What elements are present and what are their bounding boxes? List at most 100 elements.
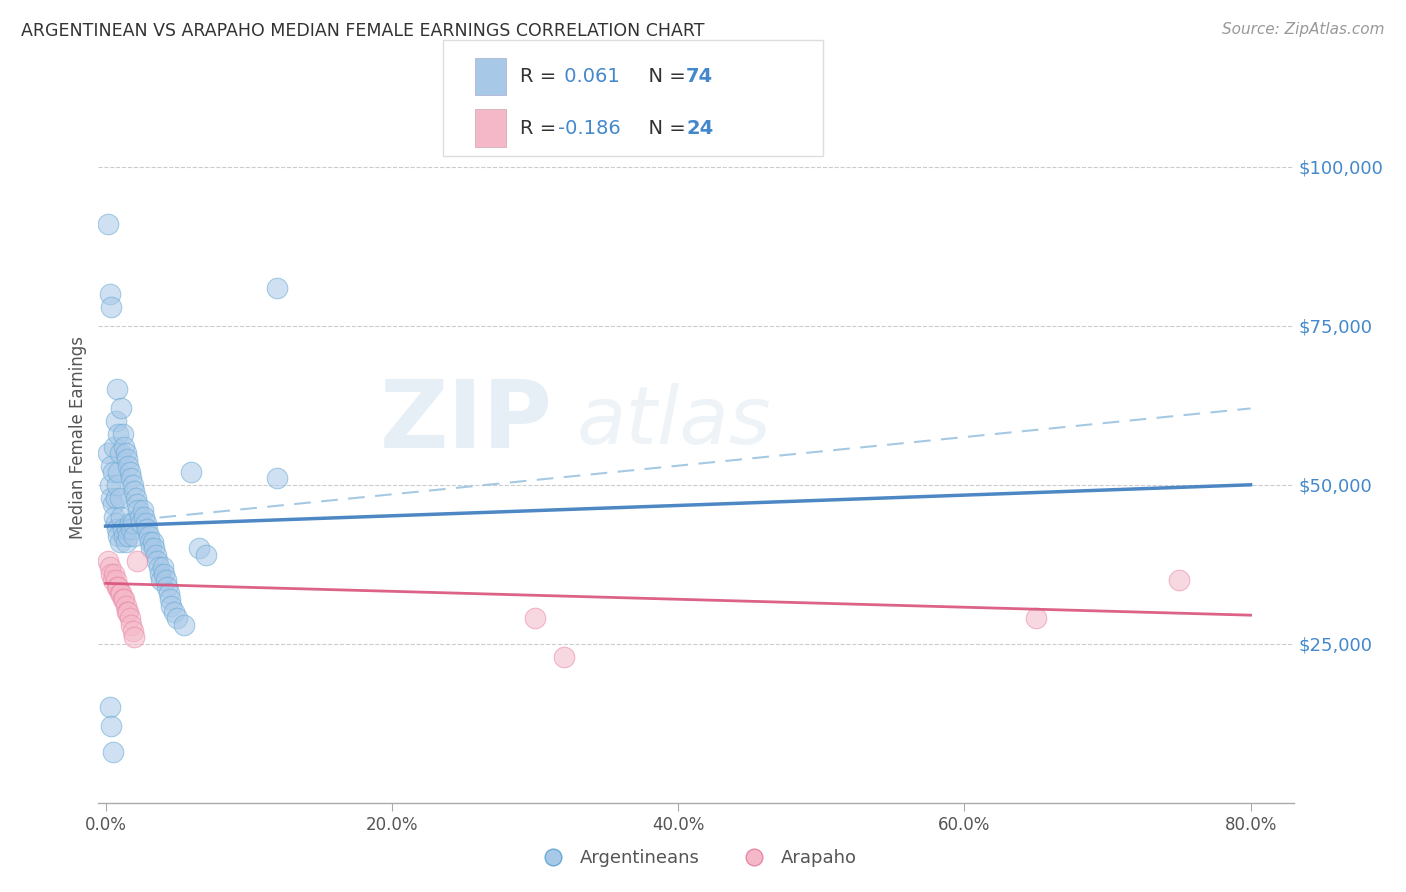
Point	[553, 649, 575, 664]
Point	[112, 592, 135, 607]
Point	[145, 548, 167, 562]
Point	[118, 611, 141, 625]
Point	[100, 300, 122, 314]
Point	[152, 560, 174, 574]
Point	[1025, 611, 1047, 625]
Point	[114, 535, 136, 549]
Point	[153, 566, 176, 581]
Point	[103, 440, 125, 454]
Point	[105, 477, 128, 491]
Point	[1168, 573, 1191, 587]
Point	[100, 458, 122, 473]
Point	[141, 541, 163, 556]
Point	[125, 497, 148, 511]
Point	[117, 529, 139, 543]
Text: 24: 24	[686, 119, 713, 137]
Point	[143, 541, 166, 556]
Point	[103, 566, 125, 581]
Point	[108, 535, 131, 549]
Point	[117, 458, 139, 473]
Point	[112, 529, 135, 543]
Point	[112, 440, 135, 454]
Point	[266, 280, 288, 294]
Point	[115, 452, 138, 467]
Point	[101, 573, 124, 587]
Point	[110, 586, 132, 600]
Point	[122, 529, 145, 543]
Point	[187, 541, 209, 556]
Point	[120, 471, 142, 485]
Point	[159, 592, 181, 607]
Point	[166, 611, 188, 625]
Point	[100, 566, 122, 581]
Point	[156, 580, 179, 594]
Point	[111, 522, 134, 536]
Point	[121, 516, 143, 530]
Point	[107, 465, 129, 479]
Point	[103, 509, 125, 524]
Point	[142, 535, 165, 549]
Point	[121, 477, 143, 491]
Point	[122, 631, 145, 645]
Text: -0.186: -0.186	[558, 119, 621, 137]
Point	[138, 529, 160, 543]
Point	[104, 414, 127, 428]
Point	[100, 719, 122, 733]
Point	[157, 586, 180, 600]
Point	[98, 477, 121, 491]
Point	[105, 522, 128, 536]
Point	[108, 446, 131, 460]
Text: N =: N =	[636, 67, 692, 87]
Point	[266, 471, 288, 485]
Point	[121, 624, 143, 638]
Text: R =: R =	[520, 119, 562, 137]
Point	[180, 465, 202, 479]
Point	[100, 491, 122, 505]
Point	[146, 554, 169, 568]
Point	[97, 554, 120, 568]
Point	[97, 217, 120, 231]
Point	[160, 599, 183, 613]
Point	[108, 491, 131, 505]
Point	[107, 580, 129, 594]
Point	[110, 509, 132, 524]
Point	[120, 617, 142, 632]
Text: R =: R =	[520, 67, 562, 87]
Point	[150, 573, 173, 587]
Point	[132, 503, 155, 517]
Text: atlas: atlas	[576, 384, 772, 461]
Point	[115, 605, 138, 619]
Text: N =: N =	[636, 119, 692, 137]
Point	[114, 446, 136, 460]
Point	[124, 491, 146, 505]
Text: 74: 74	[686, 67, 713, 87]
Point	[163, 605, 186, 619]
Point	[173, 617, 195, 632]
Point	[101, 497, 124, 511]
Point	[125, 554, 148, 568]
Point	[118, 465, 141, 479]
Point	[104, 491, 127, 505]
Point	[135, 516, 157, 530]
Point	[134, 509, 156, 524]
Text: 0.061: 0.061	[558, 67, 620, 87]
Point	[110, 401, 132, 416]
Point	[136, 522, 159, 536]
Point	[107, 426, 129, 441]
Point	[98, 700, 121, 714]
Point	[105, 383, 128, 397]
Point	[149, 566, 172, 581]
Point	[148, 560, 170, 574]
Point	[105, 580, 128, 594]
Point	[194, 548, 217, 562]
Point	[108, 586, 131, 600]
Y-axis label: Median Female Earnings: Median Female Earnings	[69, 335, 87, 539]
Text: ARGENTINEAN VS ARAPAHO MEDIAN FEMALE EARNINGS CORRELATION CHART: ARGENTINEAN VS ARAPAHO MEDIAN FEMALE EAR…	[21, 22, 704, 40]
Point	[120, 522, 142, 536]
Point	[104, 516, 127, 530]
Point	[101, 465, 124, 479]
Point	[118, 516, 141, 530]
Point	[115, 522, 138, 536]
Point	[101, 745, 124, 759]
Text: ZIP: ZIP	[380, 376, 553, 468]
